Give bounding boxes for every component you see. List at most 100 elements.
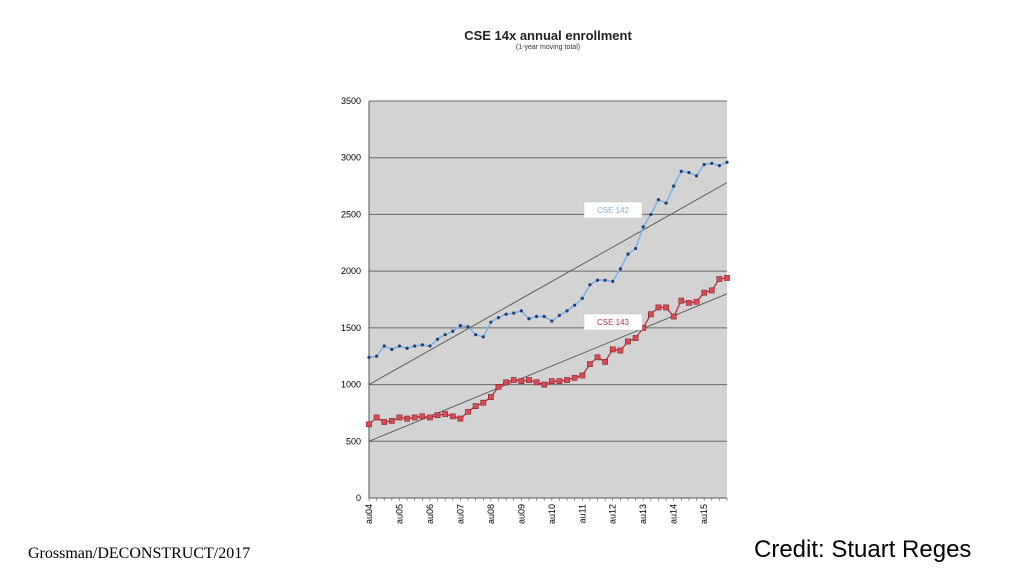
data-point [716,276,723,282]
y-tick-label: 0 [356,493,361,503]
data-point [489,320,493,324]
data-point [579,372,586,379]
data-point [626,252,630,256]
data-point [701,289,707,296]
data-point [474,333,478,337]
data-point [724,275,730,281]
data-point [542,314,546,319]
series-label: CSE 142 [597,206,630,215]
data-point [565,309,569,313]
y-tick-label: 1500 [341,323,361,333]
data-point [609,346,616,353]
data-point [495,383,502,390]
data-point [663,304,669,311]
data-point [588,283,592,287]
data-point [381,419,388,425]
data-point [687,170,691,175]
data-point [571,374,578,381]
data-point [595,278,600,282]
data-point [443,333,447,337]
data-point [641,225,645,229]
data-point [420,343,424,347]
data-point [427,414,433,421]
data-point [725,160,729,164]
data-point [405,346,409,350]
data-point [442,411,449,417]
y-tick-label: 2000 [341,266,361,276]
data-point [390,347,394,352]
data-point [382,344,386,348]
data-point [375,354,379,358]
data-point [504,312,508,316]
series-label-box [583,313,643,331]
x-tick-label: au07 [455,504,465,524]
data-point [518,378,525,385]
data-point [672,184,676,188]
data-point [503,379,509,386]
plot-area [369,101,727,498]
x-tick-label: au09 [516,504,526,524]
data-point [580,296,584,300]
data-point [488,394,494,400]
data-point [611,279,615,283]
footer-credit: Credit: Stuart Reges [754,536,972,563]
trendline [368,182,728,385]
data-point [428,344,432,348]
data-point [618,267,622,271]
data-point [710,161,714,165]
series-label-box [583,201,643,219]
x-tick-label: au11 [577,504,587,523]
data-point [527,317,531,321]
data-point [396,414,403,421]
data-point [603,278,607,282]
data-point [397,344,402,348]
data-point [449,413,456,420]
data-point [625,338,631,345]
data-point [411,414,418,421]
data-point [564,377,570,383]
data-point [556,378,563,385]
data-point [434,412,441,419]
data-point [647,311,654,318]
data-point [526,377,532,383]
data-point [373,414,380,421]
data-point [534,314,539,319]
data-point [717,164,721,168]
data-point [389,418,395,424]
data-point [633,246,638,251]
data-point [686,300,692,306]
y-tick-label: 3000 [341,153,361,163]
y-tick-label: 500 [346,436,361,446]
x-tick-label: au10 [547,504,557,524]
data-point [664,201,668,205]
data-point [656,198,661,202]
data-point [602,359,608,365]
data-point [632,335,639,341]
data-point [655,304,662,311]
x-tick-label: au06 [425,504,435,524]
data-point [419,413,426,420]
data-point [550,319,554,323]
chart-subtitle: (1-year moving total) [515,44,581,51]
data-point [694,174,699,178]
data-point [458,323,463,328]
y-tick-label: 3500 [341,96,361,106]
data-point [519,309,523,313]
x-tick-label: au15 [699,504,709,524]
data-point [435,337,440,341]
data-point [481,335,485,339]
data-point [678,297,685,304]
data-point [466,325,470,329]
series-label: CSE 143 [597,318,630,327]
data-point [594,354,601,361]
x-tick-label: au14 [669,504,679,524]
data-point [533,379,540,386]
data-point [541,381,548,388]
data-point [587,361,593,368]
data-point [693,298,700,305]
data-point [413,344,417,348]
data-point [617,347,624,354]
y-tick-label: 2500 [341,209,361,219]
data-point [457,415,464,422]
